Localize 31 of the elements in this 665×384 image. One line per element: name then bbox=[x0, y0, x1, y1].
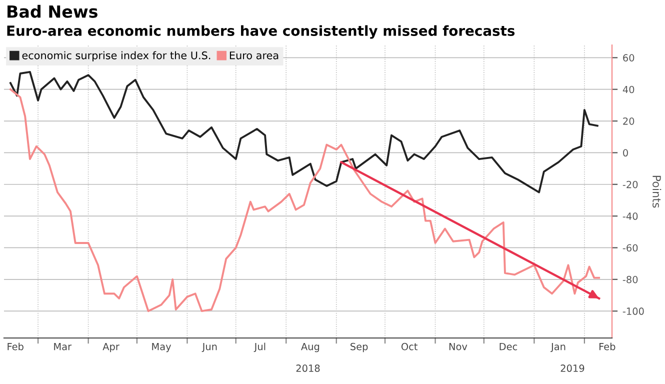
x-tick-label: Aug bbox=[301, 343, 320, 352]
y-tick-label: 40 bbox=[622, 86, 634, 94]
text: 2018 bbox=[296, 364, 320, 372]
legend-label: economic surprise index for the U.S. bbox=[22, 51, 210, 62]
y-tick-label: -80 bbox=[622, 276, 638, 284]
x-tick-label: Feb bbox=[8, 342, 24, 350]
chart-subtitle: Euro-area economic numbers have consistently missed forecasts bbox=[7, 25, 515, 39]
y-axis-title: Points bbox=[652, 176, 662, 208]
y-tick-label: -60 bbox=[622, 244, 638, 252]
line-series bbox=[10, 70, 598, 194]
legend-label: Euro area bbox=[230, 52, 278, 60]
y-tick-label: 60 bbox=[623, 54, 634, 62]
x-tick-label: Dec bbox=[500, 343, 518, 350]
line-series bbox=[10, 88, 600, 312]
x-tick-label: Sep bbox=[350, 342, 368, 352]
x-tick-label: Jul bbox=[254, 342, 266, 352]
y-tick-label: -100 bbox=[622, 308, 644, 315]
x-tick-label: Feb bbox=[599, 342, 616, 350]
x-tick-label: Nov bbox=[449, 343, 468, 350]
x-tick-label: May bbox=[152, 343, 172, 352]
chart-title: Bad News bbox=[8, 4, 98, 18]
text: 2019 bbox=[560, 364, 584, 372]
x-tick-label: Jun bbox=[202, 343, 217, 352]
y-tick-label: -20 bbox=[622, 180, 638, 188]
y-tick-label: -40 bbox=[622, 212, 638, 220]
y-tick-label: 20 bbox=[623, 118, 634, 125]
x-tick-label: Apr bbox=[102, 343, 120, 352]
x-tick-label: Oct bbox=[401, 342, 418, 350]
x-tick-label: Jan bbox=[550, 343, 566, 352]
y-tick-label: 0 bbox=[623, 149, 628, 157]
x-tick-label: Mar bbox=[54, 343, 72, 350]
